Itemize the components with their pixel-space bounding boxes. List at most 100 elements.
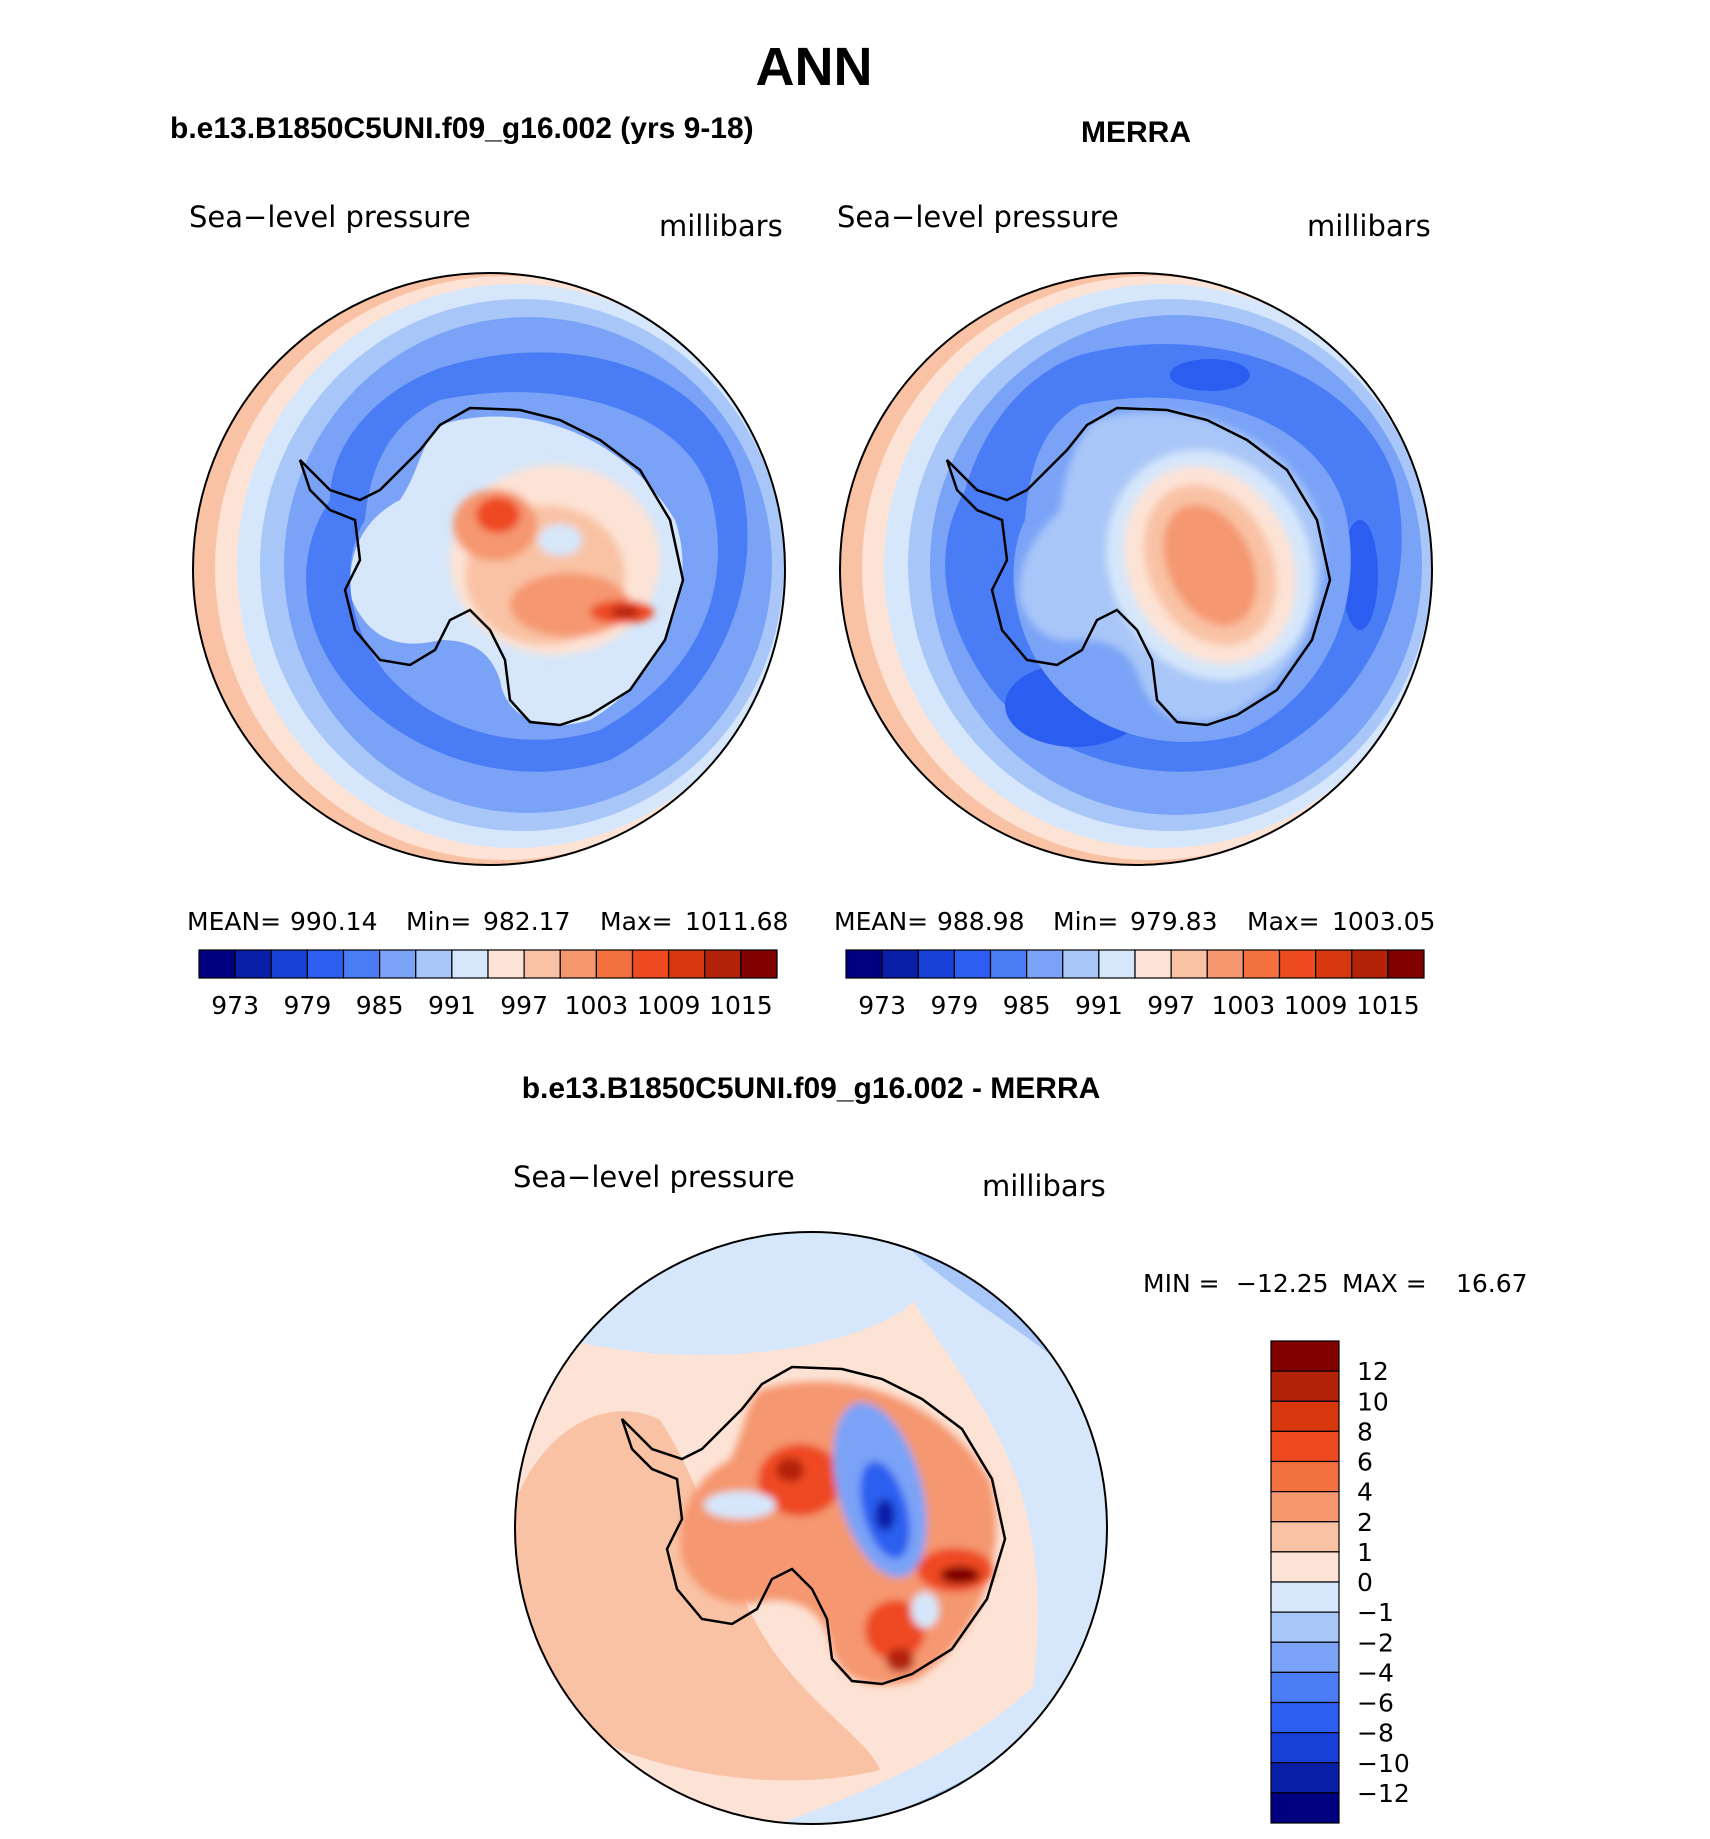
panel-c-max-value: 16.67 <box>1456 1269 1528 1298</box>
panel-a-colorbar-box-11 <box>595 949 634 979</box>
panel-a-variable-label: Sea−level pressure <box>189 200 471 234</box>
panel-b-colorbar-tick-label: 1003 <box>1212 991 1276 1020</box>
panel-a-colorbar-box-3 <box>306 949 345 979</box>
panel-c-field-pos-5 <box>886 1648 914 1672</box>
panel-c-coastline <box>620 1365 1007 1686</box>
panel-a-colorbar-box-0 <box>198 949 236 979</box>
panel-a-colorbar: 973 979 985 991 997 1003 1009 1015 <box>198 949 778 1020</box>
panel-c-colorbar-tick-label: 10 <box>1357 1387 1389 1416</box>
panel-c-colorbar-box-5 <box>1270 1491 1340 1523</box>
panel-b-colorbar-box-4 <box>989 949 1028 979</box>
panel-c-max-label: MAX = <box>1342 1269 1427 1298</box>
panel-a-colorbar-box-2 <box>270 949 308 979</box>
panel-b-colorbar-tick-label: 973 <box>858 991 906 1020</box>
panel-b-colorbar-box-9 <box>1170 949 1208 979</box>
panel-b-colorbar-box-15 <box>1387 949 1425 979</box>
panel-a-field-high-4 <box>510 573 630 637</box>
panel-b-min-label: Min= <box>1053 907 1118 936</box>
panel-a-colorbar-box-6 <box>415 949 453 979</box>
panel-c-min-label: MIN = <box>1143 1269 1220 1298</box>
panel-c-colorbar-tick-label: 8 <box>1357 1417 1373 1446</box>
panel-b-colorbar-box-11 <box>1242 949 1281 979</box>
panel-b-colorbar-box-14 <box>1351 949 1389 979</box>
panel-b-colorbar-box-13 <box>1315 949 1353 979</box>
panel-a-colorbar-box-15 <box>740 949 778 979</box>
panel-c-field-neg-right-2 <box>900 1240 1100 1400</box>
panel-a-field-high-7 <box>611 606 639 618</box>
page-title: ANN <box>756 37 873 97</box>
panel-b-mean-value: 988.98 <box>937 907 1024 936</box>
panel-a-colorbar-tick-label: 1015 <box>709 991 773 1020</box>
panel-c-map <box>514 1231 1108 1825</box>
panel-b-colorbar-tick-label: 1009 <box>1284 991 1348 1020</box>
panel-b-coastline <box>945 406 1332 727</box>
panel-c-field-neg-3 <box>875 1499 895 1531</box>
panel-a-colorbar-tick-label: 1003 <box>565 991 629 1020</box>
panel-b-colorbar-box-10 <box>1206 949 1244 979</box>
panel-c-colorbar-box-6 <box>1270 1521 1340 1553</box>
panel-b-colorbar-tick-label: 985 <box>1003 991 1051 1020</box>
panel-c-colorbar-box-11 <box>1270 1671 1340 1704</box>
panel-b-colorbar-box-2 <box>917 949 955 979</box>
panel-c-colorbar-box-8 <box>1270 1581 1340 1613</box>
panel-a-units: millibars <box>659 209 783 243</box>
panel-a-min-label: Min= <box>406 907 471 936</box>
panel-c-colorbar-box-7 <box>1270 1551 1340 1583</box>
panel-b-map <box>839 272 1433 866</box>
panel-b-colorbar-tick-label: 997 <box>1147 991 1195 1020</box>
panel-c-colorbar-tick-label: 12 <box>1357 1357 1389 1386</box>
panel-b-colorbar-box-7 <box>1098 949 1136 979</box>
panel-c-colorbar-tick-label: 6 <box>1357 1448 1373 1477</box>
panel-b-colorbar-tick-label: 991 <box>1075 991 1123 1020</box>
panel-c-colorbar-tick-label: −1 <box>1357 1598 1394 1627</box>
panel-c-colorbar-tick-label: −2 <box>1357 1628 1394 1657</box>
panel-a-colorbar-tick-label: 985 <box>356 991 404 1020</box>
panel-a-colorbar-box-12 <box>631 949 670 979</box>
panel-c-colorbar-box-1 <box>1270 1370 1340 1402</box>
panel-b-max-label: Max= <box>1247 907 1320 936</box>
panel-b-colorbar-box-3 <box>953 949 992 979</box>
panel-b-field-high-4 <box>1163 504 1257 626</box>
panel-c-colorbar-box-0 <box>1270 1340 1340 1372</box>
panel-b-units: millibars <box>1307 209 1431 243</box>
panel-a-field-dip <box>538 524 582 556</box>
panel-b-stats: MEAN= 988.98 Min= 979.83 Max= 1003.05 <box>834 907 1435 936</box>
panel-b-colorbar-box-5 <box>1026 949 1064 979</box>
panel-c-colorbar-box-2 <box>1270 1400 1340 1432</box>
panel-c-colorbar-box-10 <box>1270 1641 1340 1673</box>
panel-b-variable-label: Sea−level pressure <box>837 200 1119 234</box>
panel-a-map <box>192 272 786 866</box>
panel-c-field-pos-4 <box>940 1566 980 1584</box>
panel-a-colorbar-tick-label: 1009 <box>637 991 701 1020</box>
panel-a-colorbar-tick-label: 997 <box>500 991 548 1020</box>
panel-c-colorbar-tick-label: 4 <box>1357 1478 1373 1507</box>
panel-a-stats: MEAN= 990.14 Min= 982.17 Max= 1011.68 <box>187 907 788 936</box>
panel-c-colorbar-box-9 <box>1270 1611 1340 1643</box>
panel-c-field-pos-6 <box>776 1458 804 1482</box>
panel-b-min-value: 979.83 <box>1130 907 1217 936</box>
panel-c-colorbar-box-12 <box>1270 1701 1340 1734</box>
panel-c-colorbar-tick-label: −4 <box>1357 1658 1394 1687</box>
panel-c-field-pos-1 <box>758 1444 842 1516</box>
panel-a-mean-value: 990.14 <box>290 907 377 936</box>
panel-c-variable-label: Sea−level pressure <box>513 1160 795 1194</box>
panel-b-colorbar-box-6 <box>1062 949 1100 979</box>
panel-a-max-value: 1011.68 <box>685 907 788 936</box>
panel-c-colorbar-tick-label: −12 <box>1357 1779 1410 1808</box>
panel-a-colorbar-box-7 <box>451 949 489 979</box>
panel-c-colorbar-tick-label: −8 <box>1357 1719 1394 1748</box>
panel-b-field-low-core-3 <box>1342 520 1378 630</box>
panel-a-coastline <box>298 406 685 727</box>
panel-c-stats: MIN = −12.25 MAX = 16.67 <box>1143 1269 1528 1298</box>
panel-b-colorbar-box-12 <box>1278 949 1317 979</box>
panel-b-mean-label: MEAN= <box>834 907 928 936</box>
panel-a-colorbar-box-5 <box>379 949 417 979</box>
panel-c-colorbar-tick-label: 2 <box>1357 1508 1373 1537</box>
panel-c-field-neg-5 <box>704 1491 776 1519</box>
panel-a-colorbar-box-13 <box>668 949 706 979</box>
panel-c-colorbar-box-15 <box>1270 1792 1340 1824</box>
panel-c-title: b.e13.B1850C5UNI.f09_g16.002 - MERRA <box>522 1072 1101 1105</box>
panel-a-max-label: Max= <box>600 907 673 936</box>
